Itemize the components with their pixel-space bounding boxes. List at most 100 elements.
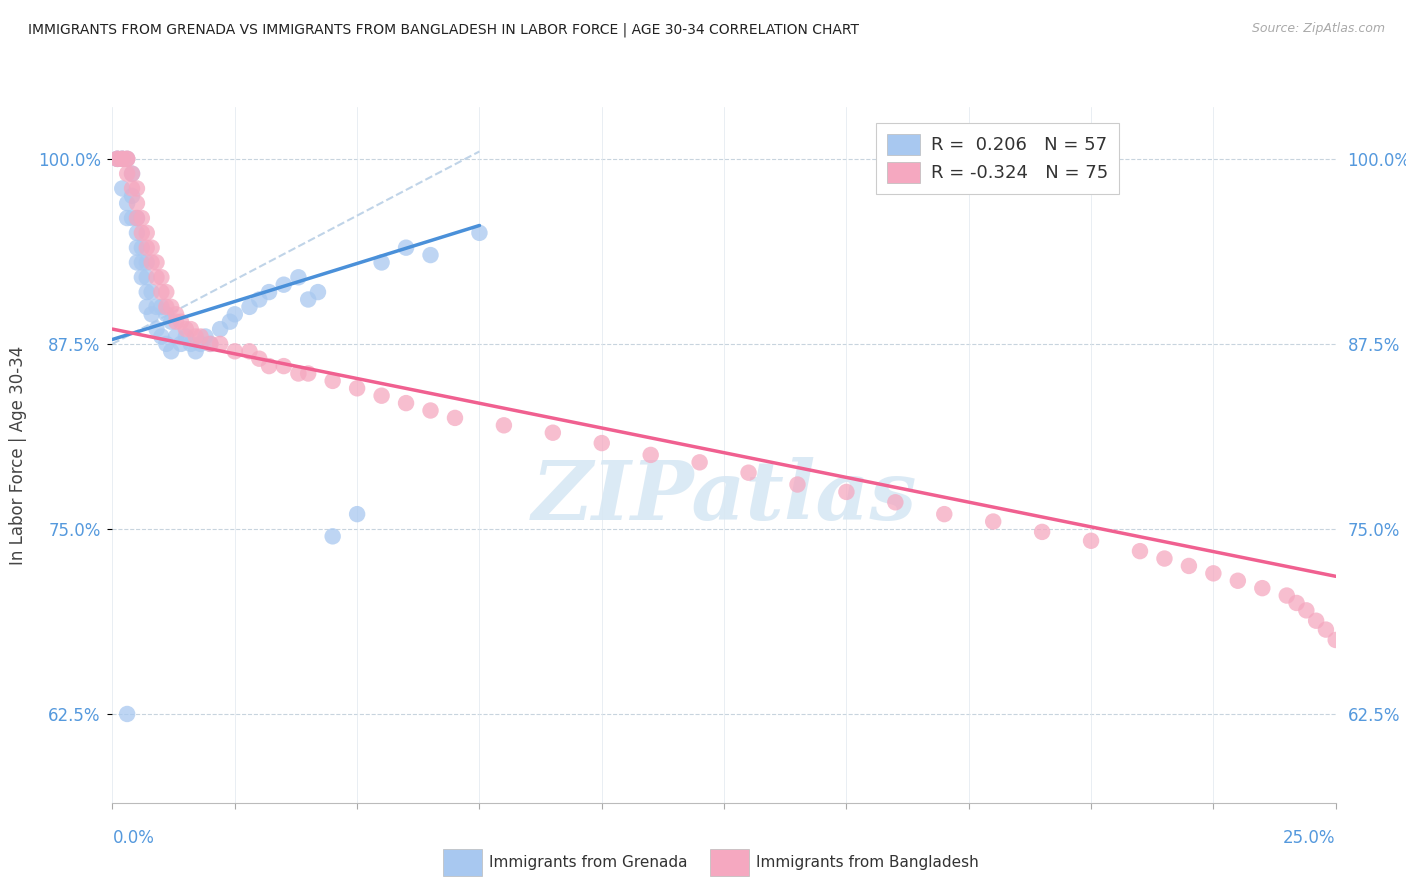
Point bbox=[444, 411, 467, 425]
Point bbox=[105, 152, 128, 166]
Point bbox=[155, 300, 177, 314]
Text: Immigrants from Bangladesh: Immigrants from Bangladesh bbox=[756, 855, 979, 870]
Point bbox=[370, 255, 392, 269]
Point bbox=[273, 359, 295, 373]
Text: Immigrants from Grenada: Immigrants from Grenada bbox=[489, 855, 688, 870]
Point bbox=[115, 167, 138, 181]
Point bbox=[145, 255, 167, 269]
Point bbox=[1080, 533, 1102, 548]
Point bbox=[145, 322, 167, 336]
Y-axis label: In Labor Force | Age 30-34: In Labor Force | Age 30-34 bbox=[8, 345, 27, 565]
Point bbox=[419, 403, 441, 417]
Point bbox=[115, 196, 138, 211]
Point bbox=[165, 307, 187, 321]
Point bbox=[786, 477, 808, 491]
Point bbox=[1129, 544, 1152, 558]
Point bbox=[1251, 581, 1274, 595]
Point bbox=[111, 152, 134, 166]
Point bbox=[884, 495, 907, 509]
Point bbox=[981, 515, 1004, 529]
Point bbox=[307, 285, 329, 299]
Point bbox=[105, 152, 128, 166]
Point bbox=[200, 337, 222, 351]
Point bbox=[135, 226, 157, 240]
Point bbox=[150, 300, 173, 314]
Point bbox=[141, 241, 163, 255]
Point bbox=[155, 285, 177, 299]
Point bbox=[238, 300, 260, 314]
Point bbox=[141, 255, 163, 269]
Point bbox=[121, 167, 143, 181]
Point bbox=[111, 181, 134, 195]
Point bbox=[170, 337, 193, 351]
Point bbox=[287, 270, 309, 285]
Point bbox=[145, 270, 167, 285]
Text: ZIPatlas: ZIPatlas bbox=[531, 457, 917, 537]
Point bbox=[1285, 596, 1308, 610]
Point bbox=[184, 344, 207, 359]
Point bbox=[184, 329, 207, 343]
Point bbox=[1334, 699, 1357, 714]
Point bbox=[1153, 551, 1175, 566]
Text: IMMIGRANTS FROM GRENADA VS IMMIGRANTS FROM BANGLADESH IN LABOR FORCE | AGE 30-34: IMMIGRANTS FROM GRENADA VS IMMIGRANTS FR… bbox=[28, 22, 859, 37]
Point bbox=[131, 255, 153, 269]
Point bbox=[131, 226, 153, 240]
Point bbox=[121, 181, 143, 195]
Point bbox=[640, 448, 662, 462]
Point bbox=[111, 152, 134, 166]
Point bbox=[125, 211, 148, 225]
Point bbox=[135, 241, 157, 255]
Point bbox=[287, 367, 309, 381]
Point bbox=[155, 307, 177, 321]
Point bbox=[257, 359, 280, 373]
Point bbox=[131, 211, 153, 225]
Point bbox=[141, 307, 163, 321]
Point bbox=[346, 507, 368, 521]
Point bbox=[105, 152, 128, 166]
Point bbox=[125, 241, 148, 255]
Point bbox=[224, 344, 246, 359]
Point bbox=[591, 436, 613, 450]
Point bbox=[419, 248, 441, 262]
Point bbox=[1226, 574, 1249, 588]
Point bbox=[125, 226, 148, 240]
Point bbox=[322, 529, 344, 543]
Point bbox=[209, 337, 232, 351]
Point bbox=[115, 706, 138, 721]
Point bbox=[1275, 589, 1298, 603]
Legend: R =  0.206   N = 57, R = -0.324   N = 75: R = 0.206 N = 57, R = -0.324 N = 75 bbox=[876, 123, 1119, 194]
Point bbox=[247, 351, 270, 366]
Point bbox=[111, 152, 134, 166]
Point bbox=[395, 396, 418, 410]
Point bbox=[224, 307, 246, 321]
Point bbox=[1305, 614, 1327, 628]
Point bbox=[247, 293, 270, 307]
Point bbox=[121, 167, 143, 181]
Point bbox=[200, 337, 222, 351]
Point bbox=[155, 337, 177, 351]
Point bbox=[468, 226, 491, 240]
Point bbox=[1178, 558, 1201, 573]
Point bbox=[395, 241, 418, 255]
Point bbox=[135, 300, 157, 314]
Point bbox=[115, 152, 138, 166]
Point bbox=[165, 329, 187, 343]
Point bbox=[125, 181, 148, 195]
Point bbox=[131, 241, 153, 255]
Point bbox=[150, 285, 173, 299]
Point bbox=[125, 211, 148, 225]
Point bbox=[141, 285, 163, 299]
Point bbox=[180, 322, 202, 336]
Point bbox=[160, 344, 183, 359]
Point bbox=[105, 152, 128, 166]
Point bbox=[174, 329, 197, 343]
Point bbox=[190, 329, 212, 343]
Point bbox=[737, 466, 759, 480]
Point bbox=[541, 425, 564, 440]
Point bbox=[1324, 632, 1347, 647]
Point bbox=[190, 337, 212, 351]
Point bbox=[131, 270, 153, 285]
Point bbox=[1315, 623, 1337, 637]
Point bbox=[180, 337, 202, 351]
Point bbox=[160, 315, 183, 329]
